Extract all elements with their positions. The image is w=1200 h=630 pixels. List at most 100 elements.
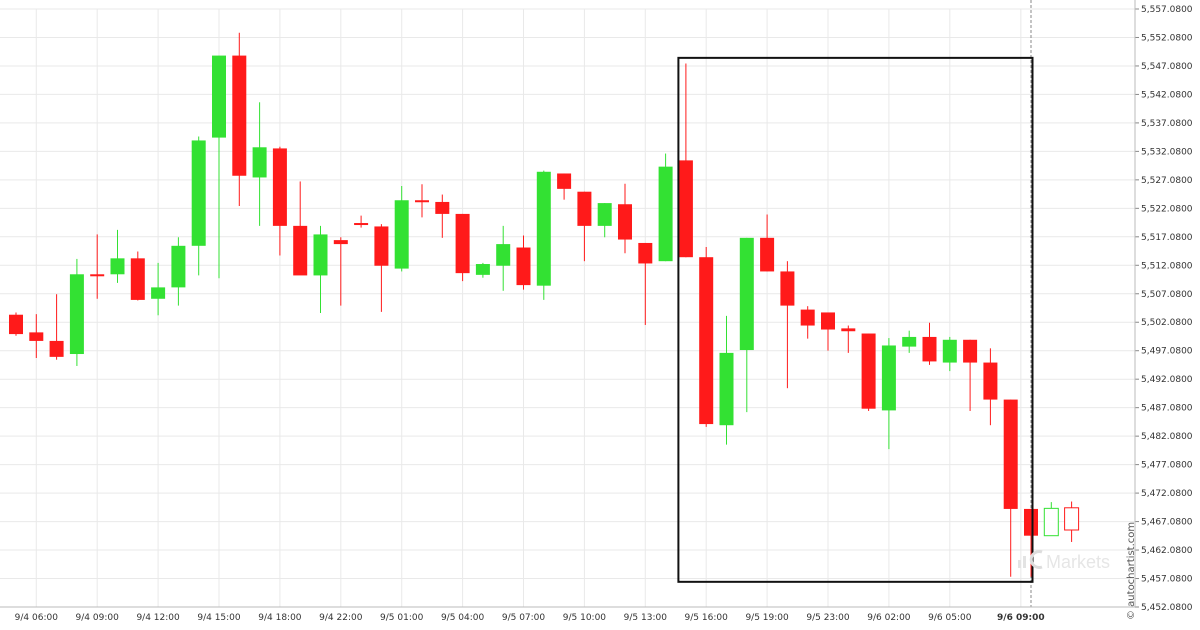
x-tick-label: 9/5 10:00: [563, 613, 607, 623]
y-tick-label: 5,542.0800: [1141, 90, 1193, 100]
candle-body: [9, 314, 23, 335]
pattern-highlight-box: [677, 56, 1034, 583]
candle-body: [658, 166, 673, 262]
candle: [881, 338, 896, 450]
candle: [719, 315, 734, 445]
candle: [232, 32, 247, 206]
candle-body: [374, 226, 389, 266]
candle: [557, 173, 572, 200]
candle: [313, 225, 328, 314]
y-tick-label: 5,532.0800: [1141, 147, 1193, 157]
grid: [0, 8, 1135, 608]
candle-body: [963, 339, 978, 363]
candle: [293, 181, 308, 276]
candle-body: [699, 257, 714, 425]
candle-body: [394, 200, 409, 269]
x-tick-label: 9/5 04:00: [441, 613, 485, 623]
candle-body: [151, 287, 166, 299]
y-tick-label: 5,497.0800: [1141, 347, 1193, 357]
candle-body: [557, 173, 572, 189]
candle-body: [821, 312, 835, 330]
candle-body: [110, 258, 125, 275]
candle: [658, 153, 673, 262]
candle: [638, 242, 653, 325]
candle-body: [841, 328, 856, 332]
candle: [374, 224, 389, 312]
candle-body: [739, 237, 754, 351]
candles: [9, 32, 1080, 577]
y-tick-label: 5,477.0800: [1141, 461, 1193, 471]
candle: [272, 146, 287, 256]
brand-c-icon: [1029, 550, 1043, 569]
y-tick-label: 5,507.0800: [1141, 290, 1193, 300]
x-tick-label: 9/4 22:00: [319, 613, 363, 623]
x-tick-label: 9/4 15:00: [197, 613, 241, 623]
candle: [983, 348, 998, 426]
candle: [1043, 502, 1059, 537]
candle-body: [780, 271, 795, 306]
candle: [678, 63, 693, 258]
candle-body: [597, 203, 612, 226]
candle-body: [861, 333, 876, 409]
candle-body: [800, 309, 815, 326]
candle: [252, 102, 267, 226]
x-axis: 9/4 06:00 9/4 09:00 9/4 12:00 9/4 15:00 9/4 …: [0, 606, 1135, 623]
candle: [354, 215, 369, 228]
candle: [699, 246, 714, 427]
candle: [841, 325, 856, 353]
candle: [435, 194, 450, 238]
y-tick-label: 5,467.0800: [1141, 518, 1193, 528]
candle: [1024, 508, 1038, 577]
candle: [130, 251, 145, 301]
candle: [9, 312, 23, 336]
y-tick-label: 5,502.0800: [1141, 318, 1193, 328]
x-tick-label: 9/4 18:00: [258, 613, 302, 623]
y-tick-label: 5,492.0800: [1141, 375, 1193, 385]
candle-body: [1043, 507, 1059, 537]
candle-body: [354, 223, 369, 226]
candle: [739, 237, 754, 413]
y-tick-label: 5,517.0800: [1141, 233, 1193, 243]
candle: [942, 336, 957, 372]
candle: [821, 312, 835, 351]
candle-body: [475, 264, 490, 275]
candle-body: [678, 160, 693, 258]
candle-body: [1024, 508, 1038, 536]
candle: [780, 261, 795, 389]
brand-bar-icon: [1023, 556, 1026, 568]
candle-body: [536, 171, 551, 286]
candle: [597, 203, 612, 238]
highlight-rect: [677, 56, 1034, 583]
candle-body: [922, 336, 937, 362]
x-tick-label: 9/5 13:00: [624, 613, 668, 623]
candle-body: [171, 245, 186, 288]
candle: [49, 294, 64, 360]
candle: [29, 314, 44, 359]
candle-body: [455, 213, 470, 274]
candle-body: [1003, 399, 1018, 509]
candle-body: [638, 242, 653, 264]
x-tick-label: 9/6 09:00: [997, 613, 1045, 623]
candle-body: [49, 340, 64, 357]
candle: [69, 258, 84, 366]
candle: [800, 306, 815, 339]
candle: [212, 55, 226, 279]
y-tick-label: 5,522.0800: [1141, 204, 1193, 214]
candle: [963, 339, 978, 411]
candle-body: [618, 204, 632, 240]
candle: [1003, 399, 1018, 577]
candle: [618, 183, 632, 254]
candle-body: [902, 336, 917, 347]
x-tick-label: 9/5 23:00: [806, 613, 850, 623]
y-tick-label: 5,472.0800: [1141, 489, 1193, 499]
y-tick-label: 5,557.0800: [1141, 5, 1193, 15]
candle-body: [1064, 507, 1080, 531]
x-tick-label: 9/5 07:00: [502, 613, 546, 623]
candle: [110, 229, 125, 283]
candle-body: [313, 234, 328, 276]
candle: [415, 184, 429, 218]
candle: [394, 186, 409, 272]
candle-body: [293, 225, 308, 276]
candle-body: [577, 191, 592, 226]
candle-body: [90, 274, 105, 277]
